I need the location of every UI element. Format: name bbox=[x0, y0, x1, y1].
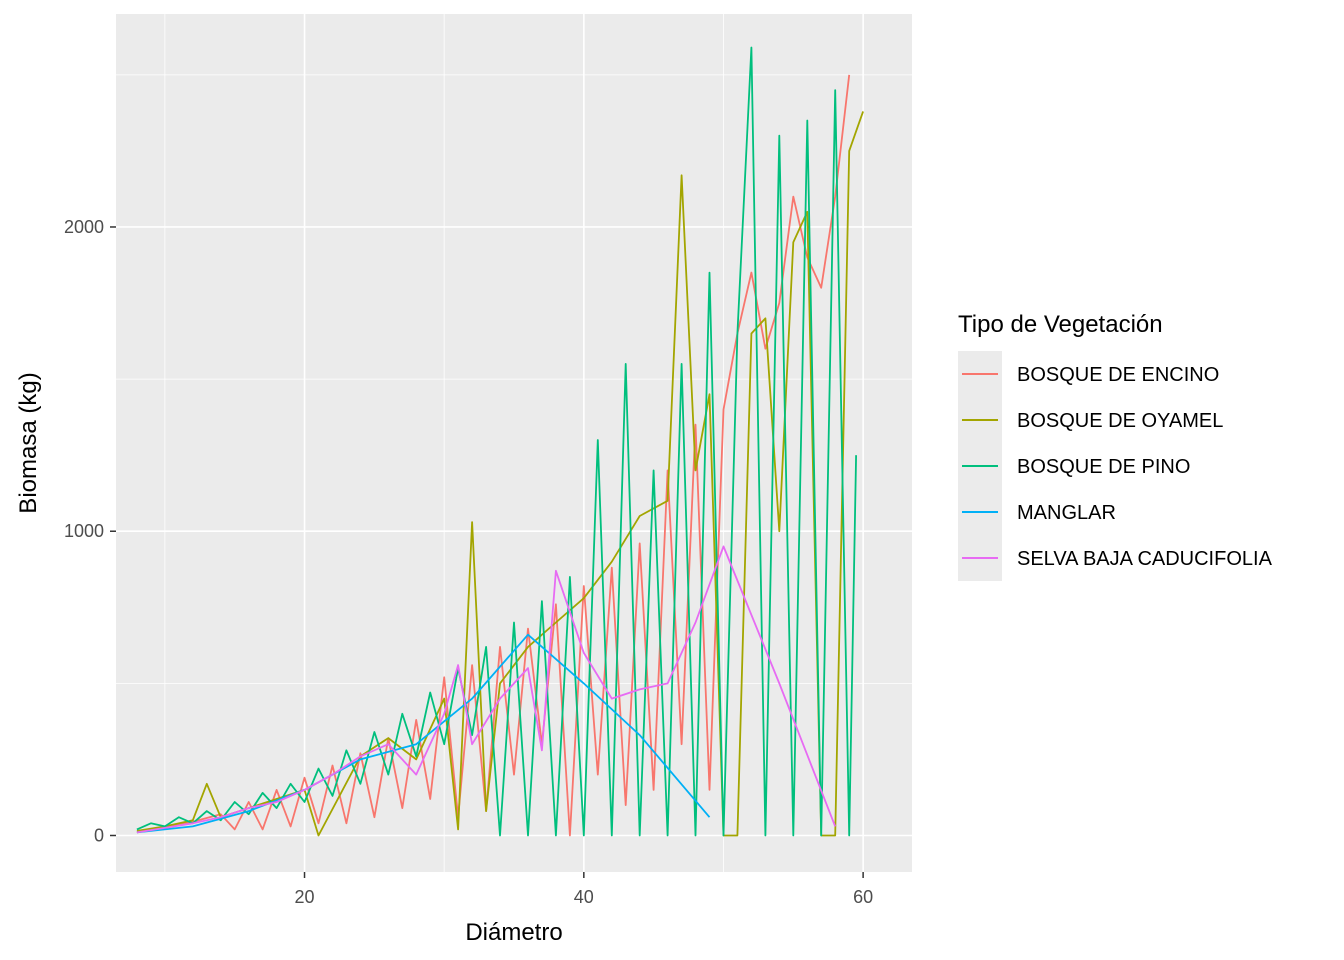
y-axis: 0 1000 2000 bbox=[64, 217, 116, 845]
grid-minor bbox=[116, 14, 912, 872]
x-axis: 20 40 60 bbox=[295, 872, 873, 907]
series-line-3 bbox=[136, 46, 857, 837]
legend-label: SELVA BAJA CADUCIFOLIA bbox=[1017, 548, 1273, 570]
x-tick-label: 40 bbox=[574, 887, 594, 907]
legend: BOSQUE DE ENCINO BOSQUE DE OYAMEL BOSQUE D… bbox=[958, 351, 1273, 581]
series-line-5 bbox=[136, 545, 837, 834]
series-layer bbox=[136, 46, 864, 837]
legend-label: BOSQUE DE PINO bbox=[1017, 456, 1190, 478]
y-tick-label: 1000 bbox=[64, 521, 104, 541]
y-axis-title: Biomasa (kg) bbox=[15, 372, 42, 513]
x-tick-label: 20 bbox=[295, 887, 315, 907]
legend-label: BOSQUE DE ENCINO bbox=[1017, 364, 1219, 386]
legend-label: BOSQUE DE OYAMEL bbox=[1017, 410, 1223, 432]
y-tick-label: 0 bbox=[94, 825, 104, 845]
y-tick-label: 2000 bbox=[64, 217, 104, 237]
plot-panel bbox=[116, 14, 912, 872]
grid-major bbox=[116, 14, 912, 872]
x-tick-label: 60 bbox=[853, 887, 873, 907]
legend-label: MANGLAR bbox=[1017, 502, 1116, 524]
series-line-2 bbox=[136, 111, 864, 837]
legend-title: Tipo de Vegetación bbox=[958, 311, 1163, 338]
series-line-4 bbox=[136, 633, 711, 834]
x-axis-title: Diámetro bbox=[465, 919, 562, 946]
